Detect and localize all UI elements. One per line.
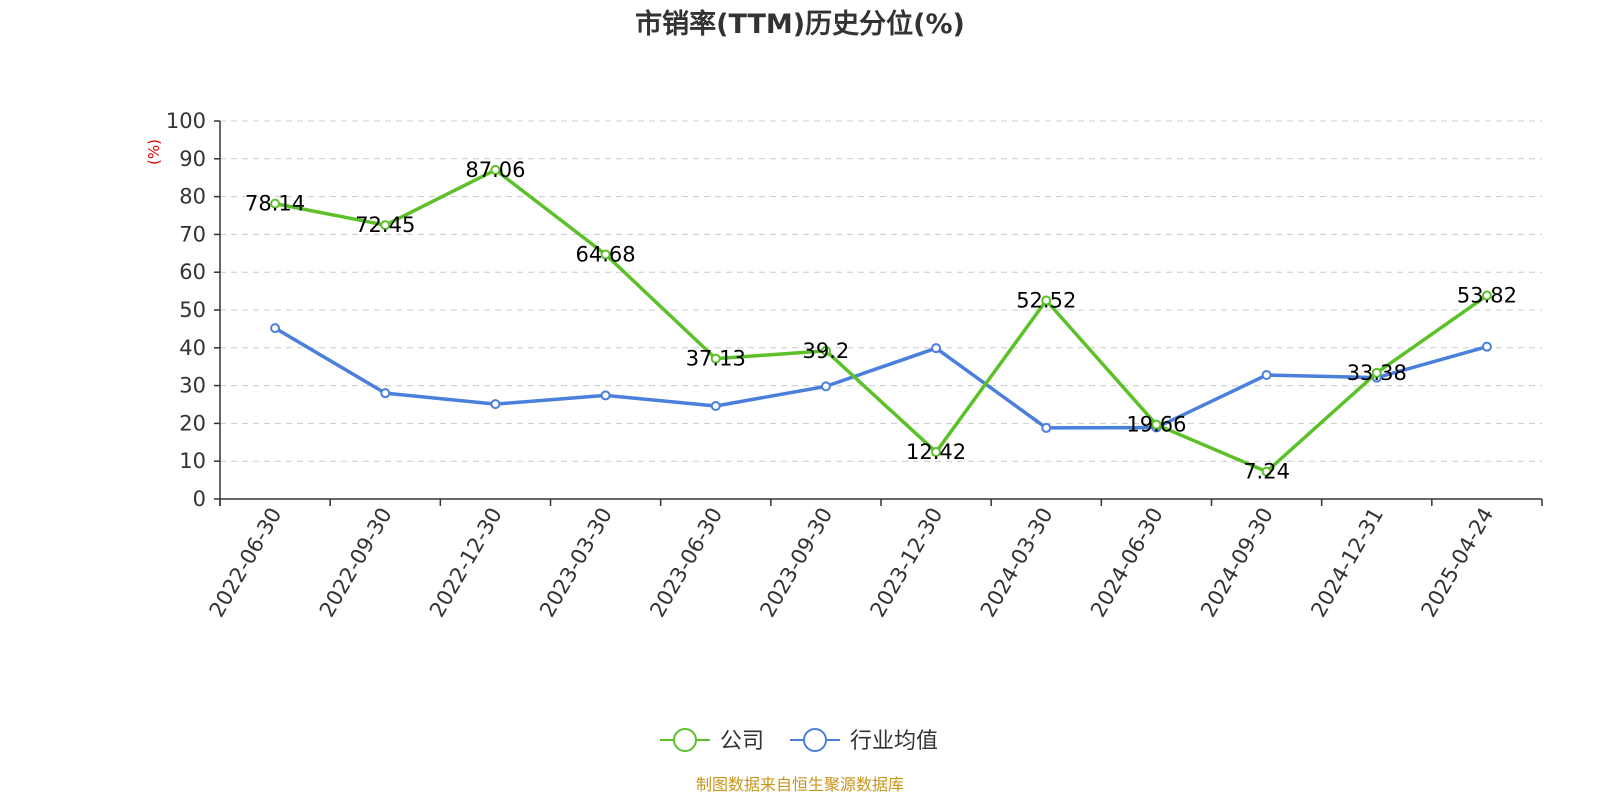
- x-tick-label: 2024-12-31: [1306, 504, 1388, 622]
- data-point[interactable]: [490, 164, 501, 175]
- data-point[interactable]: [1481, 290, 1492, 301]
- y-tick-label: 50: [179, 298, 206, 322]
- data-point[interactable]: [710, 401, 721, 412]
- data-point[interactable]: [270, 323, 281, 334]
- data-point[interactable]: [710, 353, 721, 364]
- chart-title: 市销率(TTM)历史分位(%): [635, 8, 965, 40]
- data-point[interactable]: [1041, 295, 1052, 306]
- data-label: 7.24: [1243, 460, 1290, 484]
- legend-label: 行业均值: [850, 729, 938, 754]
- data-label: 78.14: [245, 192, 305, 216]
- data-point[interactable]: [1371, 367, 1382, 378]
- axis-layer: 0 10 20 30 40 50 60 70 80 90 100 2022-06-30 2022-09-…: [166, 109, 1543, 622]
- y-tick-label: 80: [179, 185, 206, 209]
- x-tick-label: 2025-04-24: [1416, 504, 1498, 622]
- data-point[interactable]: [490, 399, 501, 410]
- data-label: 39.2: [803, 339, 850, 363]
- legend-marker: [803, 728, 827, 752]
- y-tick-label: 90: [179, 147, 206, 171]
- x-tick-label: 2022-06-30: [205, 504, 287, 622]
- series-line: [274, 326, 1488, 430]
- data-point[interactable]: [1481, 341, 1492, 352]
- x-tick-label: 2024-09-30: [1196, 504, 1278, 622]
- y-tick-label: 30: [179, 374, 206, 398]
- data-point[interactable]: [1151, 419, 1162, 430]
- x-tick-label: 2024-03-30: [976, 504, 1058, 622]
- data-label: 52.52: [1016, 288, 1076, 312]
- series-layer: [270, 164, 1492, 477]
- data-point[interactable]: [380, 388, 391, 399]
- data-label: 19.66: [1126, 413, 1186, 437]
- grid-layer: [220, 120, 1542, 462]
- series-line: [274, 168, 1488, 474]
- data-point[interactable]: [270, 198, 281, 209]
- legend-label: 公司: [720, 729, 764, 754]
- legend[interactable]: 公司 行业均值: [660, 728, 938, 754]
- data-label-layer: 78.14 72.45 87.06 64.68 37.13 39.2 12.42 52.52 1…: [245, 158, 1517, 484]
- y-tick-label: 10: [179, 449, 206, 473]
- data-point[interactable]: [1261, 466, 1272, 477]
- data-point[interactable]: [820, 345, 831, 356]
- data-label: 53.82: [1457, 284, 1517, 308]
- data-point[interactable]: [600, 390, 611, 401]
- data-point[interactable]: [1261, 370, 1272, 381]
- x-tick-label: 2023-06-30: [645, 504, 727, 622]
- legend-marker: [673, 728, 697, 752]
- data-point[interactable]: [380, 220, 391, 231]
- x-tick-label: 2023-12-30: [866, 504, 948, 622]
- y-axis-unit-label: (%): [145, 139, 163, 165]
- y-tick-label: 20: [179, 411, 206, 435]
- data-point[interactable]: [931, 343, 942, 354]
- data-label: 87.06: [465, 158, 525, 182]
- data-label: 33.38: [1347, 361, 1407, 385]
- y-tick-label: 0: [193, 487, 206, 511]
- x-tick-label: 2022-09-30: [315, 504, 397, 622]
- y-tick-label: 60: [179, 260, 206, 284]
- data-point[interactable]: [931, 447, 942, 458]
- data-label: 64.68: [576, 243, 636, 267]
- data-source-note: 制图数据来自恒生聚源数据库: [696, 775, 904, 794]
- data-point[interactable]: [820, 381, 831, 392]
- x-tick-label: 2023-09-30: [755, 504, 837, 622]
- data-point[interactable]: [1041, 422, 1052, 433]
- x-tick-label: 2024-06-30: [1086, 504, 1168, 622]
- y-tick-label: 40: [179, 336, 206, 360]
- legend-item-1[interactable]: 行业均值: [790, 728, 938, 754]
- data-label: 12.42: [906, 440, 966, 464]
- legend-item-0[interactable]: 公司: [660, 728, 764, 754]
- data-label: 72.45: [355, 213, 415, 237]
- x-tick-label: 2022-12-30: [425, 504, 507, 622]
- y-tick-label: 100: [166, 109, 206, 133]
- x-tick-label: 2023-03-30: [535, 504, 617, 622]
- y-tick-label: 70: [179, 222, 206, 246]
- data-point[interactable]: [600, 249, 611, 260]
- data-label: 37.13: [686, 347, 746, 371]
